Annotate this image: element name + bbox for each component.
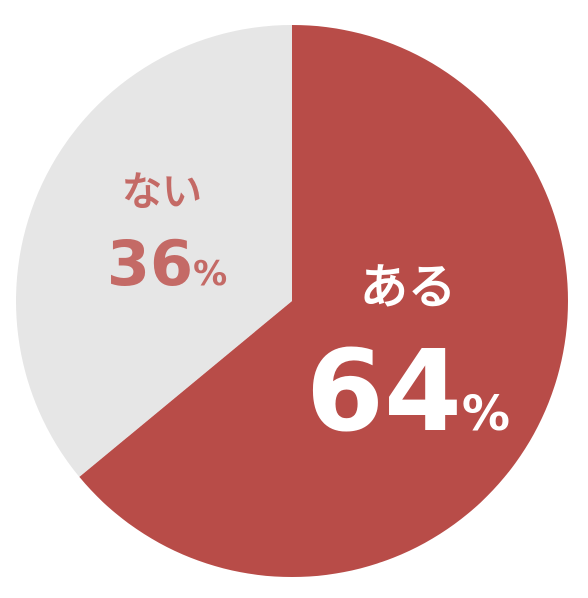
slice-value-aru: 64% — [306, 327, 510, 457]
pie-slices — [15, 25, 568, 578]
slice-value-aru-number: 64 — [306, 327, 462, 457]
slice-value-nai-unit: % — [193, 254, 227, 294]
slice-label-aru: ある — [360, 259, 456, 315]
slice-value-nai-number: 36 — [107, 227, 193, 300]
slice-value-nai: 36% — [107, 227, 227, 300]
pie-slice-0 — [79, 25, 568, 578]
pie-slice-1 — [15, 25, 292, 477]
slice-label-nai: ない — [122, 169, 202, 215]
slice-value-aru-unit: % — [462, 386, 510, 442]
